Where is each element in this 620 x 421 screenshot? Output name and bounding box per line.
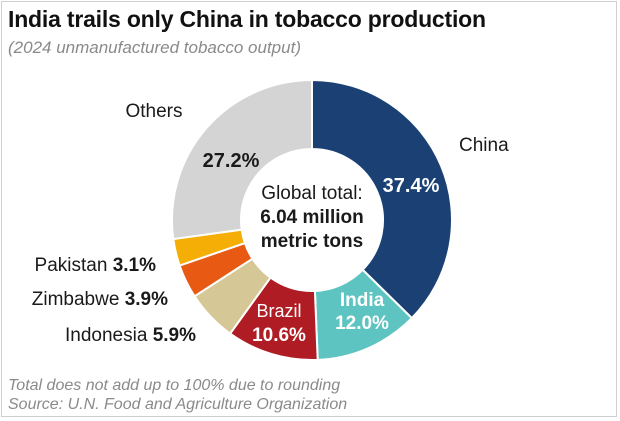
label-pakistan: Pakistan 3.1% <box>35 255 157 276</box>
category-label-zimbabwe: Zimbabwe <box>32 289 120 310</box>
value-label-china: 37.4% <box>383 175 440 197</box>
label-zimbabwe: Zimbabwe 3.9% <box>32 289 168 310</box>
category-label-indonesia: Indonesia <box>65 325 148 346</box>
value-label-indonesia: 5.9% <box>153 325 196 346</box>
donut-slices <box>171 78 453 361</box>
footnotes: Total does not add up to 100% due to rou… <box>8 376 347 414</box>
value-label-zimbabwe: 3.9% <box>125 289 168 310</box>
donut-chart: 37.4% India 12.0% Brazil 10.6% 27.2% Oth… <box>32 78 509 361</box>
slice-china <box>311 78 453 320</box>
center-label-line3: metric tons <box>261 231 363 252</box>
center-label-line1: Global total: <box>261 183 362 204</box>
category-label-india: India <box>340 290 385 311</box>
category-label-others: Others <box>125 101 182 122</box>
center-label-line2: 6.04 million <box>260 207 363 228</box>
label-indonesia: Indonesia 5.9% <box>65 325 196 346</box>
footnote-rounding: Total does not add up to 100% due to rou… <box>8 377 341 394</box>
category-label-brazil: Brazil <box>256 301 301 321</box>
footnote-source: Source: U.N. Food and Agriculture Organi… <box>8 396 348 413</box>
chart-title: India trails only China in tobacco produ… <box>8 6 486 32</box>
slice-others <box>171 78 313 241</box>
category-label-pakistan: Pakistan <box>35 255 108 276</box>
value-label-others: 27.2% <box>203 150 260 172</box>
value-label-brazil: 10.6% <box>252 325 306 346</box>
value-label-india: 12.0% <box>335 313 389 334</box>
chart-subtitle: (2024 unmanufactured tobacco output) <box>8 38 301 57</box>
category-label-china: China <box>459 135 509 156</box>
value-label-pakistan: 3.1% <box>113 255 156 276</box>
